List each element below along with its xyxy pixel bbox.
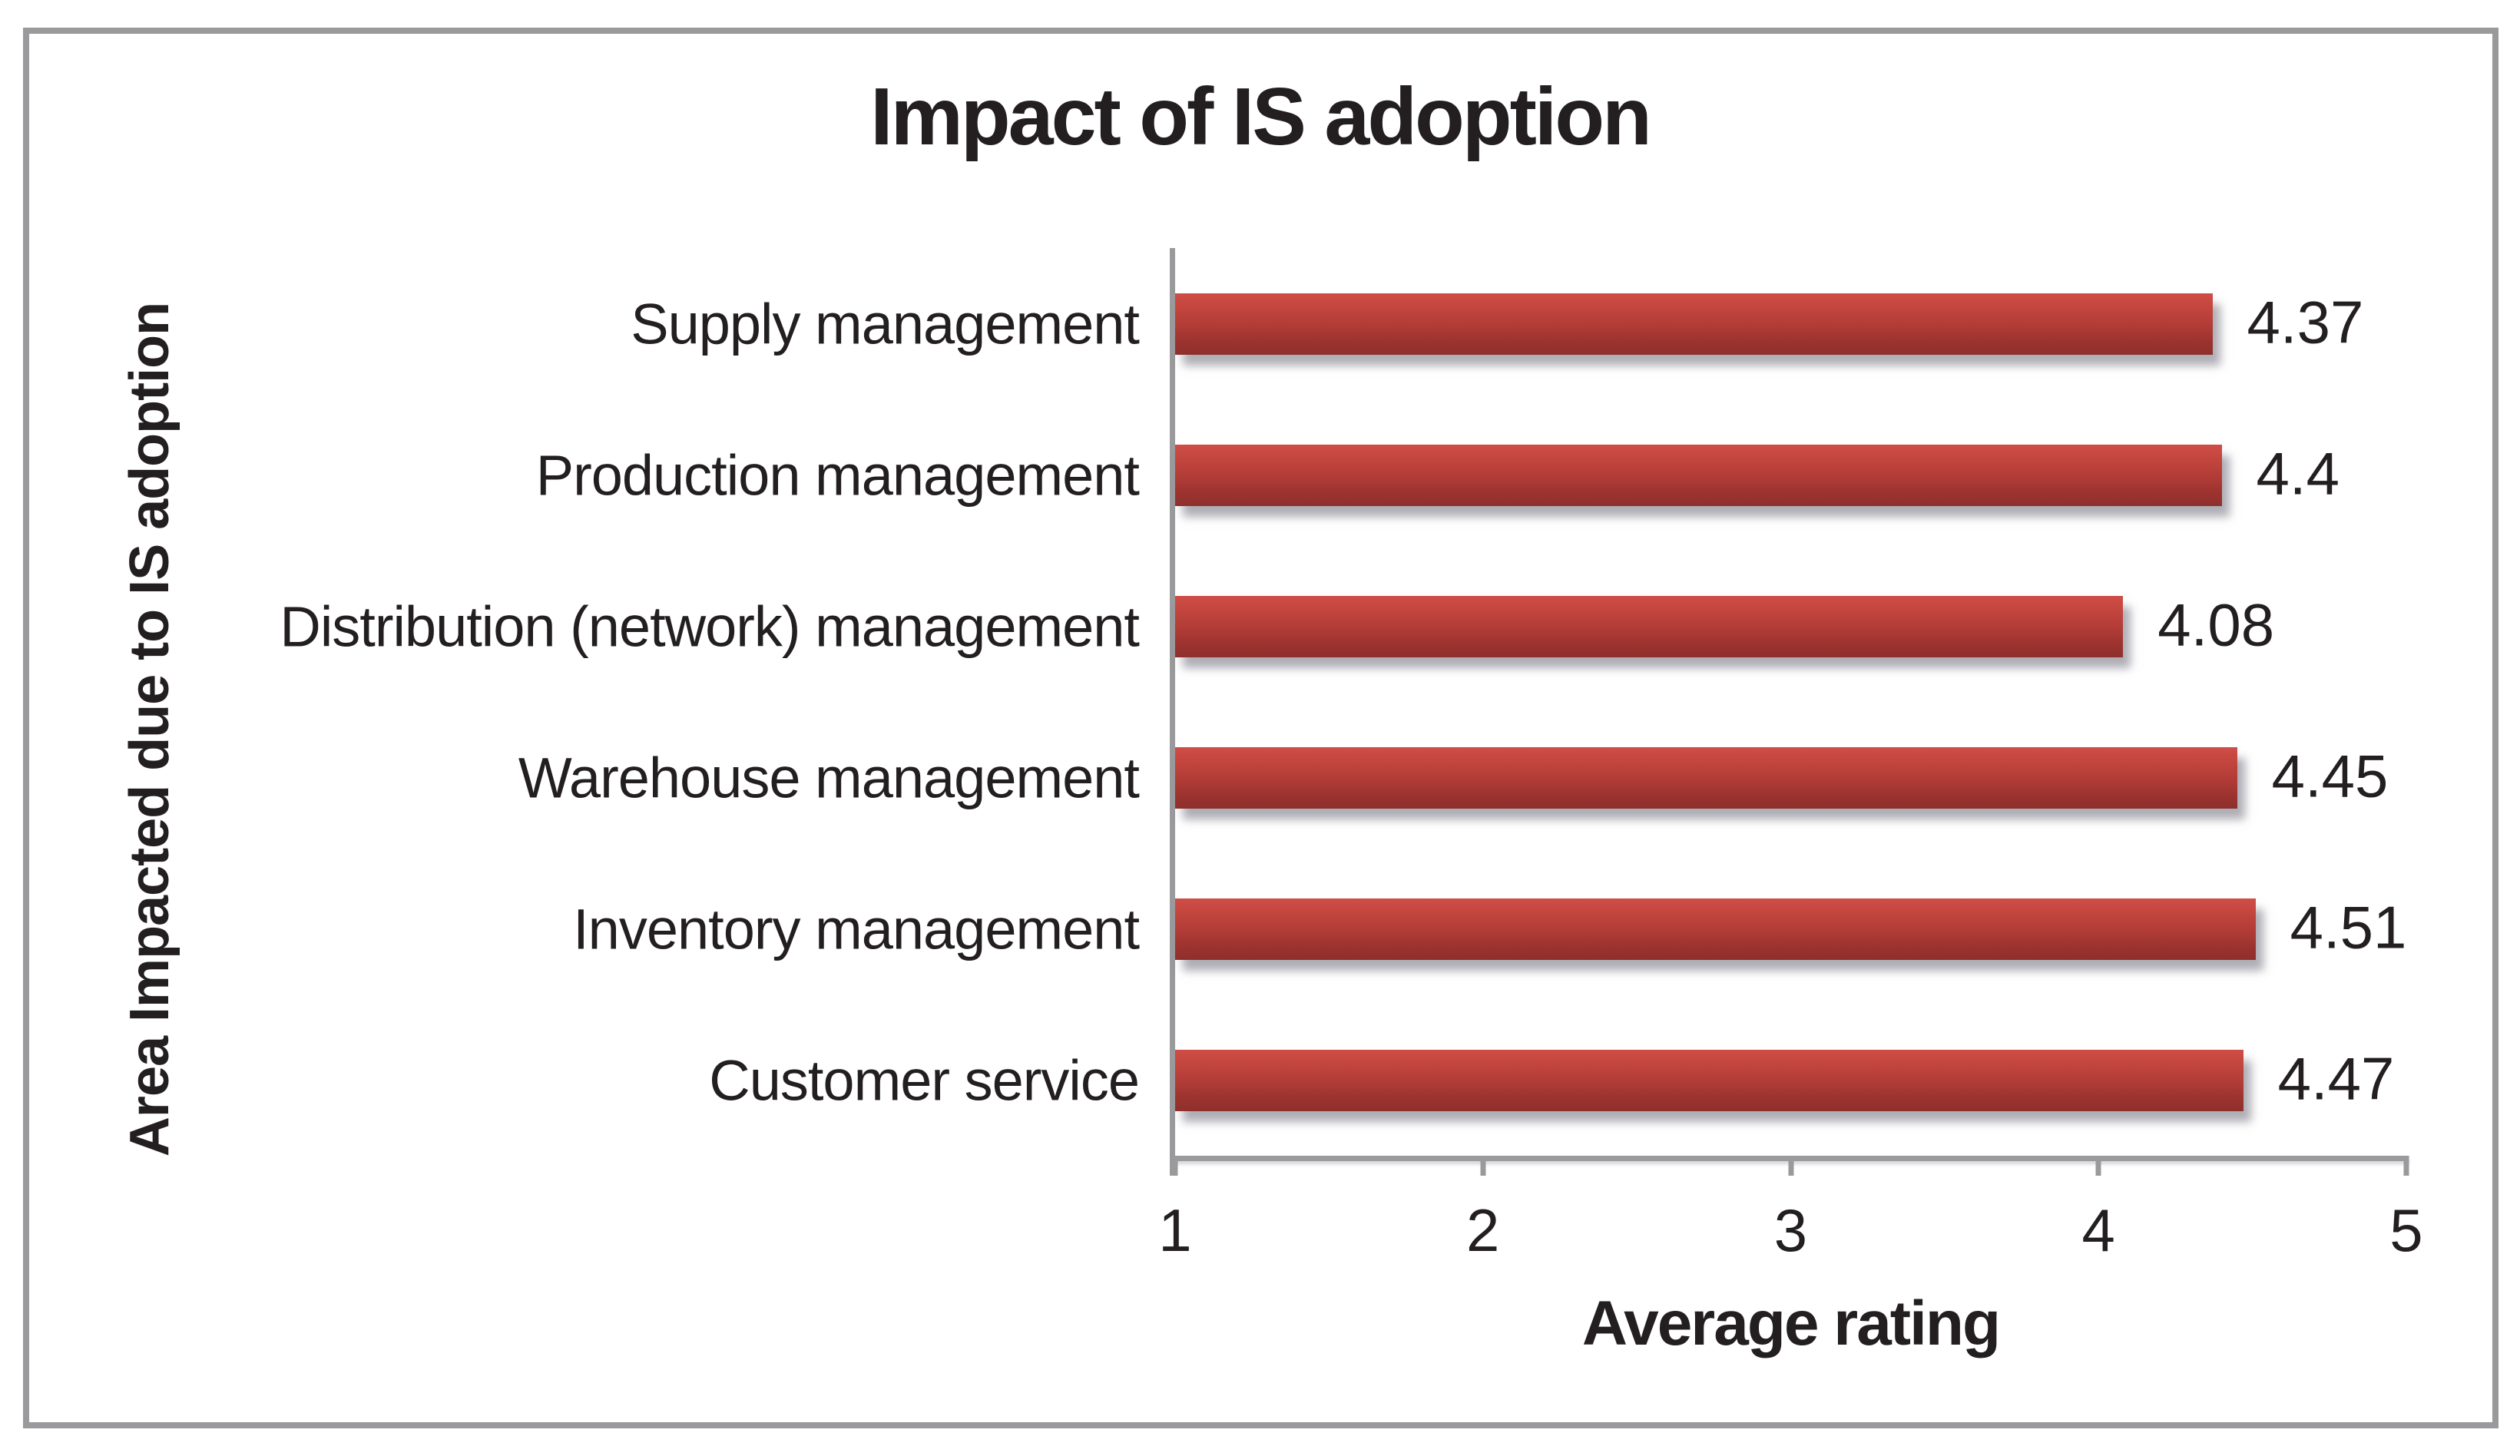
bar [1175,746,2237,809]
x-tick [1172,1156,1178,1176]
bar [1175,595,2124,657]
category-label: Warehouse management [518,746,1140,809]
x-tick [2403,1156,2409,1176]
x-tick-label: 1 [1158,1196,1192,1264]
bar-value-label: 4.4 [2256,439,2340,508]
y-axis-line [1170,248,1175,1176]
bar [1175,293,2213,355]
x-tick-label: 5 [2389,1196,2423,1264]
category-label: Customer service [709,1048,1140,1112]
x-tick-label: 2 [1466,1196,1500,1264]
x-axis-title: Average rating [1581,1289,2001,1358]
x-tick [1788,1156,1793,1176]
bar [1175,898,2256,960]
plot-area: Supply management 4.37 Production manageme… [280,248,2423,1358]
x-tick-label: 4 [2081,1196,2115,1264]
bar-value-label: 4.47 [2277,1044,2395,1113]
x-tick [2095,1156,2101,1176]
bar-value-label: 4.51 [2290,893,2407,961]
chart-title: Impact of IS adoption [870,71,1652,162]
x-tick [1480,1156,1486,1176]
x-tick-label: 3 [1773,1196,1808,1264]
y-axis-title: Area Impacted due to IS adoption [119,302,180,1157]
category-label: Production management [535,443,1140,507]
bar [1175,444,2222,506]
category-label: Inventory management [573,897,1140,961]
bar-value-label: 4.45 [2271,742,2389,810]
bar-value-label: 4.08 [2157,591,2275,659]
category-label: Supply management [631,292,1140,356]
bar-value-label: 4.37 [2247,288,2364,356]
category-label: Distribution (network) management [280,594,1140,658]
bar [1175,1049,2243,1111]
